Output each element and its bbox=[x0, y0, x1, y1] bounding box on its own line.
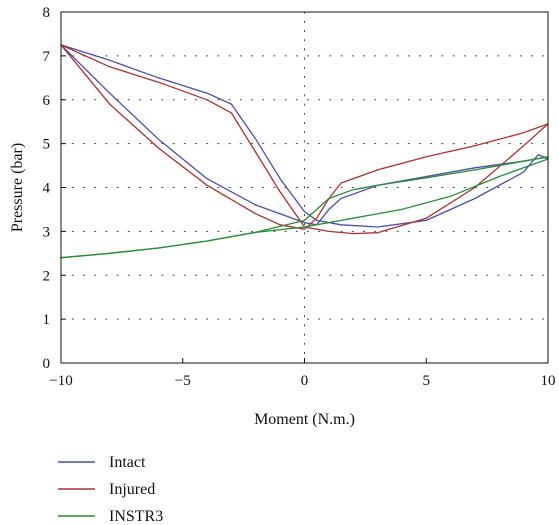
legend-label-injured: Injured bbox=[109, 481, 155, 498]
x-tick-label: 5 bbox=[423, 373, 431, 389]
x-tick-label: 0 bbox=[301, 373, 309, 389]
x-tick-label: −5 bbox=[175, 373, 191, 389]
axis-ticks: 0 1 2 3 4 5 6 7 8 −10 −5 0 5 10 bbox=[43, 5, 556, 389]
x-axis-title: Moment (N.m.) bbox=[254, 411, 355, 428]
y-tick-label: 0 bbox=[43, 356, 51, 372]
x-tick-label: 10 bbox=[541, 373, 556, 389]
x-tick-label: −10 bbox=[49, 373, 72, 389]
y-tick-label: 1 bbox=[43, 312, 51, 328]
legend-label-intact: Intact bbox=[109, 454, 146, 471]
y-axis-title: Pressure (bar) bbox=[9, 143, 26, 232]
y-tick-label: 2 bbox=[43, 268, 51, 284]
y-tick-label: 3 bbox=[43, 224, 51, 240]
series-line-injured-2 bbox=[60, 44, 549, 230]
y-tick-label: 7 bbox=[43, 49, 51, 65]
y-tick-label: 5 bbox=[43, 137, 51, 153]
grid-lines bbox=[60, 11, 549, 364]
legend-label-instr3: INSTR3 bbox=[109, 508, 163, 525]
y-tick-label: 8 bbox=[43, 5, 51, 21]
series-line-instr3-2 bbox=[60, 158, 549, 259]
y-tick-label: 6 bbox=[43, 93, 51, 109]
y-tick-label: 4 bbox=[43, 181, 51, 197]
legend: Intact Injured INSTR3 bbox=[58, 454, 163, 525]
series-line-intact-2 bbox=[60, 44, 549, 226]
series-line-intact-1 bbox=[60, 44, 549, 228]
series-lines bbox=[60, 44, 549, 259]
